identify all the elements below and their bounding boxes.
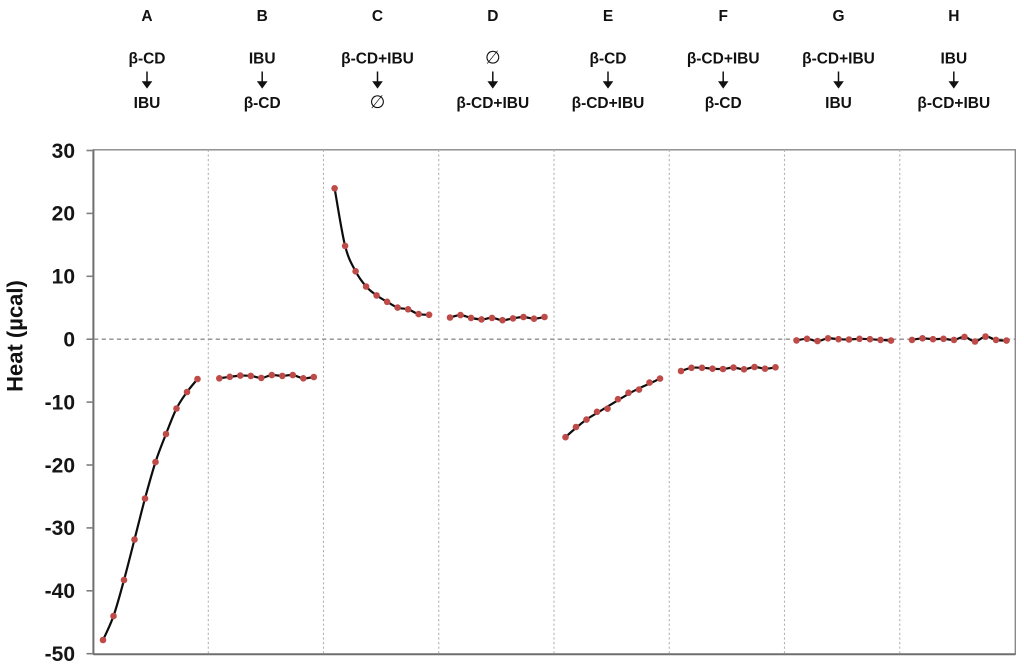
svg-text:β-CD+IBU: β-CD+IBU	[802, 51, 875, 68]
svg-text:∅: ∅	[370, 92, 386, 112]
svg-text:D: D	[487, 8, 498, 25]
svg-text:F: F	[718, 8, 727, 25]
svg-text:β-CD: β-CD	[244, 95, 281, 112]
svg-text:IBU: IBU	[825, 95, 852, 112]
svg-text:β-CD+IBU: β-CD+IBU	[341, 51, 414, 68]
svg-text:β-CD+IBU: β-CD+IBU	[572, 95, 645, 112]
svg-text:G: G	[832, 8, 844, 25]
svg-text:-40: -40	[45, 580, 75, 603]
svg-text:B: B	[257, 8, 268, 25]
svg-text:IBU: IBU	[134, 95, 161, 112]
svg-text:20: 20	[52, 203, 75, 226]
svg-text:Heat (µcal): Heat (µcal)	[3, 280, 28, 392]
svg-text:-30: -30	[45, 517, 75, 540]
svg-text:β-CD+IBU: β-CD+IBU	[456, 95, 529, 112]
svg-text:H: H	[948, 8, 959, 25]
svg-text:β-CD: β-CD	[589, 51, 626, 68]
svg-text:10: 10	[52, 266, 75, 289]
svg-text:A: A	[141, 8, 152, 25]
svg-text:β-CD+IBU: β-CD+IBU	[917, 95, 990, 112]
svg-text:∅: ∅	[485, 48, 501, 68]
svg-text:E: E	[603, 8, 613, 25]
svg-text:-50: -50	[45, 643, 75, 666]
svg-text:-20: -20	[45, 454, 75, 477]
svg-text:IBU: IBU	[940, 51, 967, 68]
svg-text:C: C	[372, 8, 383, 25]
svg-text:β-CD: β-CD	[705, 95, 742, 112]
svg-text:β-CD: β-CD	[128, 51, 165, 68]
svg-text:30: 30	[52, 140, 75, 163]
svg-text:β-CD+IBU: β-CD+IBU	[687, 51, 760, 68]
svg-text:IBU: IBU	[249, 51, 276, 68]
svg-text:-10: -10	[45, 391, 75, 414]
svg-text:0: 0	[63, 329, 75, 352]
